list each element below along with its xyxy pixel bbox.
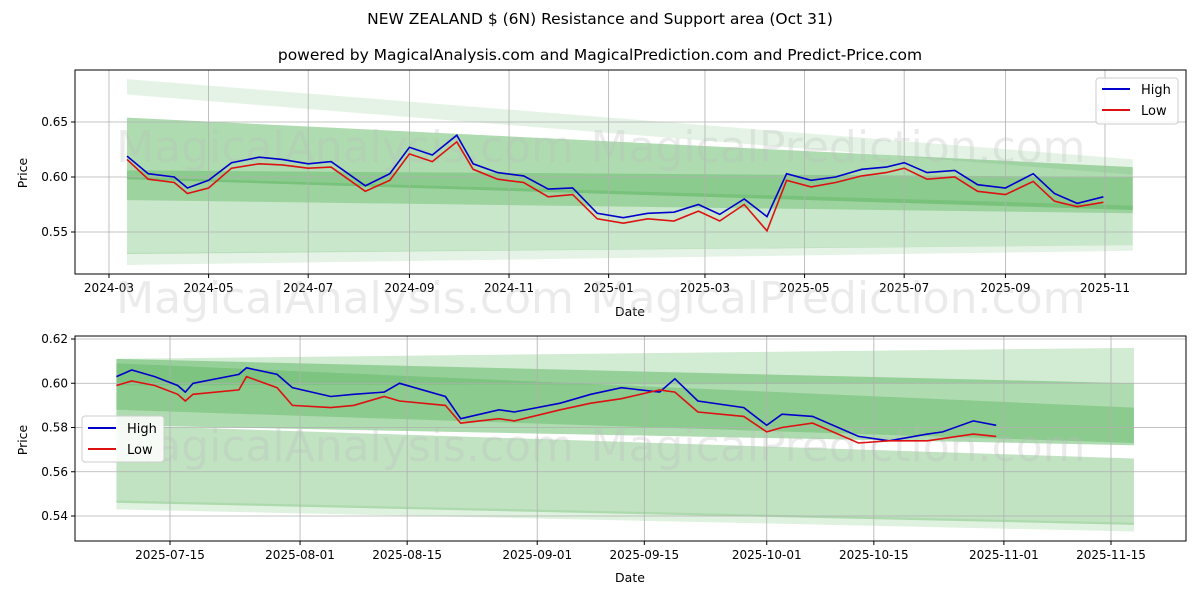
band-resistance	[116, 358, 1134, 446]
legend-high-label: High	[127, 422, 157, 437]
y-tick-label: 0.55	[41, 225, 68, 239]
x-tick-label: 2025-09-15	[609, 548, 679, 562]
bottom-legend: High Low	[81, 415, 165, 463]
x-tick-label: 2025-10-01	[732, 548, 802, 562]
x-tick-label: 2025-08-15	[372, 548, 442, 562]
band-outer-lower	[126, 245, 1133, 265]
bottom-x-axis: 2025-07-15 2025-08-01 2025-08-15 2025-09-01…	[135, 541, 1146, 562]
top-chart-panel: MagicalAnalysis.com MagicalPrediction.co…	[15, 69, 1187, 324]
y-tick-label: 0.54	[41, 509, 68, 523]
bottom-chart-panel: MagicalAnalysis.com MagicalPrediction.co…	[15, 332, 1187, 585]
x-tick-label: 2024-11	[484, 281, 534, 295]
watermark-prediction-lower: MagicalPrediction.com	[591, 273, 1086, 324]
x-tick-label: 2025-09	[980, 281, 1030, 295]
y-tick-label: 0.58	[41, 421, 68, 435]
y-tick-label: 0.65	[41, 115, 68, 129]
chart-title: NEW ZEALAND $ (6N) Resistance and Suppor…	[367, 10, 833, 28]
x-tick-label: 2025-07	[879, 281, 929, 295]
x-tick-label: 2025-11	[1080, 281, 1130, 295]
bottom-axes-frame	[74, 335, 1187, 542]
watermark-prediction-bottom: MagicalPrediction.com	[591, 421, 1086, 472]
x-tick-label: 2025-11-15	[1076, 548, 1146, 562]
top-y-axis-label: Price	[15, 157, 30, 188]
x-tick-label: 2024-07	[283, 281, 333, 295]
x-tick-label: 2025-01	[584, 281, 634, 295]
watermark-analysis: MagicalAnalysis.com	[116, 122, 574, 173]
band-support	[126, 177, 1133, 254]
top-legend: High Low	[1095, 77, 1179, 125]
band-resistance	[126, 117, 1133, 210]
watermark-prediction: MagicalPrediction.com	[591, 122, 1086, 173]
top-low-line	[126, 140, 1104, 233]
x-tick-label: 2025-05	[779, 281, 829, 295]
top-high-line	[126, 133, 1104, 219]
x-tick-label: 2025-10-15	[839, 548, 909, 562]
x-tick-label: 2025-09-01	[502, 548, 572, 562]
bottom-low-line	[116, 375, 997, 444]
top-support-resistance-bands	[126, 79, 1133, 265]
watermark-analysis-bottom: MagicalAnalysis.com	[116, 421, 574, 472]
top-y-axis: 0.55 0.60 0.65	[41, 115, 75, 239]
watermark-analysis-lower: MagicalAnalysis.com	[116, 273, 574, 324]
bottom-x-axis-label: Date	[615, 570, 645, 585]
band-core	[126, 170, 1133, 214]
band-outer-upper	[116, 347, 1134, 386]
top-axes-frame	[74, 69, 1187, 275]
y-tick-label: 0.60	[41, 376, 68, 390]
x-tick-label: 2025-07-15	[135, 548, 205, 562]
x-tick-label: 2025-08-01	[265, 548, 335, 562]
x-tick-label: 2024-09	[384, 281, 434, 295]
band-support	[116, 425, 1134, 525]
y-tick-label: 0.60	[41, 170, 68, 184]
legend-high-label: High	[1141, 83, 1171, 98]
y-tick-label: 0.62	[41, 332, 68, 346]
x-tick-label: 2025-03	[680, 281, 730, 295]
legend-low-label: Low	[1141, 104, 1167, 119]
top-x-axis-label: Date	[615, 304, 645, 319]
x-tick-label: 2024-03	[84, 281, 134, 295]
legend-low-label: Low	[127, 443, 153, 458]
x-tick-label: 2024-05	[184, 281, 234, 295]
bottom-high-line	[116, 366, 997, 442]
band-outer-upper	[126, 79, 1133, 175]
y-tick-label: 0.56	[41, 465, 68, 479]
top-x-axis: 2024-03 2024-05 2024-07 2024-09 2024-11 2025-…	[84, 274, 1130, 295]
x-tick-label: 2025-11-01	[969, 548, 1039, 562]
bottom-y-axis: 0.54 0.56 0.58 0.60 0.62	[41, 332, 75, 523]
chart-subtitle: powered by MagicalAnalysis.com and Magic…	[277, 46, 923, 64]
bottom-y-axis-label: Price	[15, 424, 30, 455]
